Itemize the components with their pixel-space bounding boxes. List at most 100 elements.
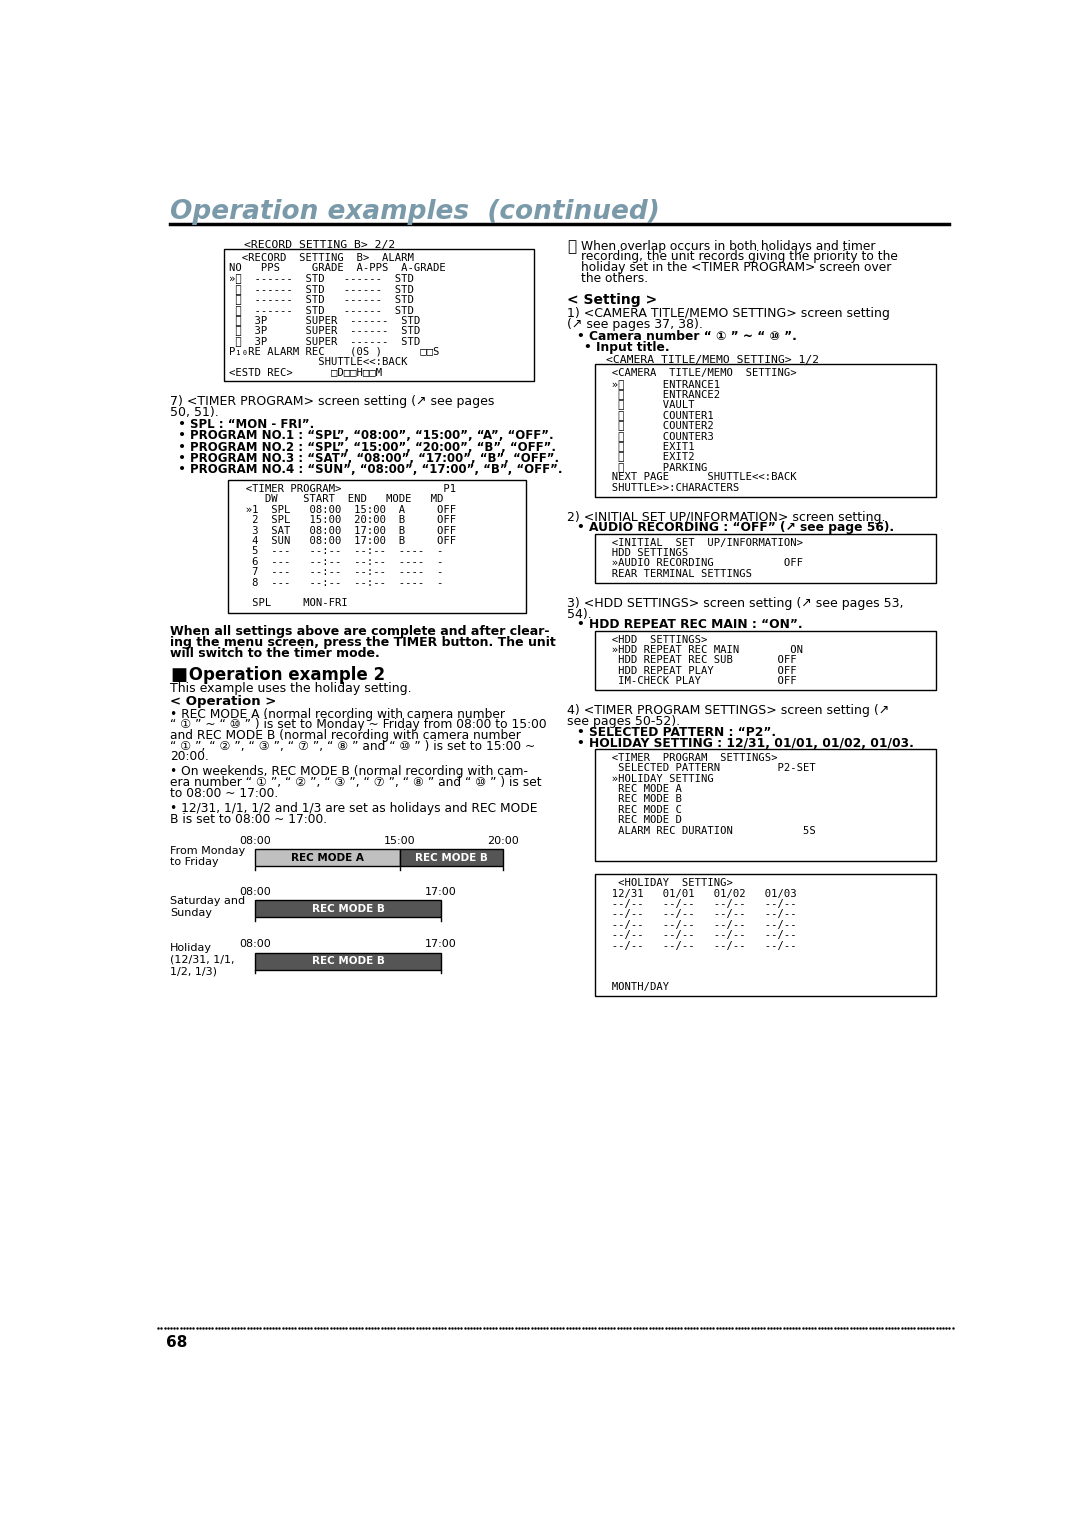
Text: When overlap occurs in both holidays and timer: When overlap occurs in both holidays and… — [581, 240, 876, 252]
Text: <HDD  SETTINGS>: <HDD SETTINGS> — [599, 634, 707, 645]
Text: REC MODE A: REC MODE A — [291, 853, 364, 863]
Text: ④  3P      SUPER  ------  STD: ④ 3P SUPER ------ STD — [229, 315, 420, 325]
Text: ③      VAULT: ③ VAULT — [599, 399, 694, 410]
Text: NO   PPS     GRADE  A-PPS  A-GRADE: NO PPS GRADE A-PPS A-GRADE — [229, 263, 446, 274]
Text: »AUDIO RECORDING           OFF: »AUDIO RECORDING OFF — [599, 558, 804, 568]
Text: SHUTTLE>>:CHARACTERS: SHUTTLE>>:CHARACTERS — [599, 483, 740, 492]
Text: • Input title.: • Input title. — [584, 341, 670, 354]
Text: ①  ------  STD   ------  STD: ① ------ STD ------ STD — [229, 284, 414, 293]
Text: ⑤  3P      SUPER  ------  STD: ⑤ 3P SUPER ------ STD — [229, 325, 420, 336]
Text: REC MODE B: REC MODE B — [312, 903, 384, 914]
Text: • SELECTED PATTERN : “P2”.: • SELECTED PATTERN : “P2”. — [577, 726, 775, 740]
Bar — [255, 900, 441, 917]
Text: era number “ ① ”, “ ② ”, “ ③ ”, “ ⑦ ”, “ ⑧ ” and “ ⑩ ” ) is set: era number “ ① ”, “ ② ”, “ ③ ”, “ ⑦ ”, “… — [170, 776, 541, 788]
Text: “ ① ”, “ ② ”, “ ③ ”, “ ⑦ ”, “ ⑧ ” and “ ⑩ ” ) is set to 15:00 ~: “ ① ”, “ ② ”, “ ③ ”, “ ⑦ ”, “ ⑧ ” and “ … — [170, 740, 535, 753]
Text: 2  SPL   15:00  20:00  B     OFF: 2 SPL 15:00 20:00 B OFF — [232, 515, 456, 526]
Text: ④      COUNTER1: ④ COUNTER1 — [599, 410, 714, 420]
Text: REC MODE A: REC MODE A — [599, 784, 683, 795]
Bar — [595, 749, 935, 860]
Text: 20:00.: 20:00. — [170, 750, 208, 762]
Text: HDD SETTINGS: HDD SETTINGS — [599, 549, 688, 558]
Text: • On weekends, REC MODE B (normal recording with cam-: • On weekends, REC MODE B (normal record… — [170, 766, 528, 778]
Text: REAR TERMINAL SETTINGS: REAR TERMINAL SETTINGS — [599, 568, 753, 579]
Text: »HDD REPEAT REC MAIN        ON: »HDD REPEAT REC MAIN ON — [599, 645, 804, 656]
Text: ⑤      COUNTER2: ⑤ COUNTER2 — [599, 420, 714, 431]
Text: 17:00: 17:00 — [426, 888, 457, 897]
Text: <CAMERA  TITLE/MEMO  SETTING>: <CAMERA TITLE/MEMO SETTING> — [599, 368, 797, 377]
Text: to 08:00 ~ 17:00.: to 08:00 ~ 17:00. — [170, 787, 279, 799]
Bar — [595, 533, 935, 584]
Bar — [228, 480, 526, 613]
Text: 1) <CAMERA TITLE/MEMO SETTING> screen setting: 1) <CAMERA TITLE/MEMO SETTING> screen se… — [567, 307, 890, 321]
Text: see pages 50-52).: see pages 50-52). — [567, 715, 680, 727]
Text: <TIMER  PROGRAM  SETTINGS>: <TIMER PROGRAM SETTINGS> — [599, 753, 778, 762]
Text: • HDD REPEAT REC MAIN : “ON”.: • HDD REPEAT REC MAIN : “ON”. — [577, 619, 802, 631]
Text: • PROGRAM NO.2 : “SPL”, “15:00”, “20:00”, “B”, “OFF”.: • PROGRAM NO.2 : “SPL”, “15:00”, “20:00”… — [170, 440, 556, 454]
Text: --/--   --/--   --/--   --/--: --/-- --/-- --/-- --/-- — [599, 941, 797, 950]
Text: • Camera number “ ① ” ~ “ ⑩ ”.: • Camera number “ ① ” ~ “ ⑩ ”. — [577, 330, 797, 344]
Text: Operation examples  (continued): Operation examples (continued) — [170, 199, 660, 225]
Text: This example uses the holiday setting.: This example uses the holiday setting. — [170, 681, 411, 695]
Text: REC MODE B: REC MODE B — [415, 853, 488, 863]
Text: NEXT PAGE      SHUTTLE<<:BACK: NEXT PAGE SHUTTLE<<:BACK — [599, 472, 797, 483]
Text: 3  SAT   08:00  17:00  B     OFF: 3 SAT 08:00 17:00 B OFF — [232, 526, 456, 536]
Text: 4) <TIMER PROGRAM SETTINGS> screen setting (↗: 4) <TIMER PROGRAM SETTINGS> screen setti… — [567, 704, 890, 717]
Text: • HOLIDAY SETTING : 12/31, 01/01, 01/02, 01/03.: • HOLIDAY SETTING : 12/31, 01/01, 01/02,… — [577, 736, 914, 750]
Text: <ESTD REC>      □D□□H□□M: <ESTD REC> □D□□H□□M — [229, 367, 381, 377]
Text: <HOLIDAY  SETTING>: <HOLIDAY SETTING> — [599, 879, 733, 888]
Text: 12/31   01/01   01/02   01/03: 12/31 01/01 01/02 01/03 — [599, 889, 797, 898]
Text: From Monday
to Friday: From Monday to Friday — [170, 845, 245, 866]
Text: --/--   --/--   --/--   --/--: --/-- --/-- --/-- --/-- — [599, 898, 797, 909]
Text: • PROGRAM NO.4 : “SUN”, “08:00”, “17:00”, “B”, “OFF”.: • PROGRAM NO.4 : “SUN”, “08:00”, “17:00”… — [170, 463, 563, 475]
Text: holiday set in the <TIMER PROGRAM> screen over: holiday set in the <TIMER PROGRAM> scree… — [581, 261, 892, 274]
Text: When all settings above are complete and after clear-: When all settings above are complete and… — [170, 625, 550, 639]
Text: 50, 51).: 50, 51). — [170, 406, 218, 419]
Bar — [255, 952, 441, 970]
Text: 5  ---   --:--  --:--  ----  -: 5 --- --:-- --:-- ---- - — [232, 547, 443, 556]
Text: ■: ■ — [170, 666, 187, 685]
Text: MONTH/DAY: MONTH/DAY — [599, 983, 670, 992]
Text: ⑦      EXIT1: ⑦ EXIT1 — [599, 442, 694, 451]
Text: P₁₀RE ALARM REC    (0S )      □□S: P₁₀RE ALARM REC (0S ) □□S — [229, 347, 440, 356]
Text: • REC MODE A (normal recording with camera number: • REC MODE A (normal recording with came… — [170, 707, 504, 721]
Text: Saturday and
Sunday: Saturday and Sunday — [170, 897, 245, 918]
Text: ⑩      PARKING: ⑩ PARKING — [599, 461, 707, 472]
Text: <TIMER PROGRAM>                P1: <TIMER PROGRAM> P1 — [232, 484, 456, 494]
Bar — [225, 249, 535, 382]
Text: DW    START  END   MODE   MD: DW START END MODE MD — [232, 495, 443, 504]
Text: 68: 68 — [166, 1335, 187, 1351]
Text: <INITIAL  SET  UP/INFORMATION>: <INITIAL SET UP/INFORMATION> — [599, 538, 804, 547]
Text: 15:00: 15:00 — [384, 836, 416, 847]
Text: --/--   --/--   --/--   --/--: --/-- --/-- --/-- --/-- — [599, 909, 797, 920]
Bar — [595, 631, 935, 691]
Text: 6  ---   --:--  --:--  ----  -: 6 --- --:-- --:-- ---- - — [232, 556, 443, 567]
Text: • 12/31, 1/1, 1/2 and 1/3 are set as holidays and REC MODE: • 12/31, 1/1, 1/2 and 1/3 are set as hol… — [170, 802, 538, 814]
Text: »①      ENTRANCE1: »① ENTRANCE1 — [599, 379, 720, 388]
Text: <RECORD  SETTING  B>  ALARM: <RECORD SETTING B> ALARM — [229, 252, 414, 263]
Text: 4  SUN   08:00  17:00  B     OFF: 4 SUN 08:00 17:00 B OFF — [232, 536, 456, 545]
Text: --/--   --/--   --/--   --/--: --/-- --/-- --/-- --/-- — [599, 931, 797, 940]
Text: 3) <HDD SETTINGS> screen setting (↗ see pages 53,: 3) <HDD SETTINGS> screen setting (↗ see … — [567, 597, 904, 610]
Text: --/--   --/--   --/--   --/--: --/-- --/-- --/-- --/-- — [599, 920, 797, 931]
Text: • AUDIO RECORDING : “OFF” (↗ see page 56).: • AUDIO RECORDING : “OFF” (↗ see page 56… — [577, 521, 894, 535]
Text: 7) <TIMER PROGRAM> screen setting (↗ see pages: 7) <TIMER PROGRAM> screen setting (↗ see… — [170, 396, 495, 408]
Text: and REC MODE B (normal recording with camera number: and REC MODE B (normal recording with ca… — [170, 729, 521, 743]
Text: Holiday
(12/31, 1/1,
1/2, 1/3): Holiday (12/31, 1/1, 1/2, 1/3) — [170, 943, 234, 976]
Text: • PROGRAM NO.3 : “SAT”, “08:00”, “17:00”, “B”, “OFF”.: • PROGRAM NO.3 : “SAT”, “08:00”, “17:00”… — [170, 452, 559, 465]
Text: SELECTED PATTERN         P2-SET: SELECTED PATTERN P2-SET — [599, 762, 816, 773]
Text: ⑥      COUNTER3: ⑥ COUNTER3 — [599, 431, 714, 440]
Text: ③  ------  STD   ------  STD: ③ ------ STD ------ STD — [229, 304, 414, 315]
Text: ⑧      EXIT2: ⑧ EXIT2 — [599, 451, 694, 461]
Text: recording, the unit records giving the priority to the: recording, the unit records giving the p… — [581, 251, 899, 263]
Text: Operation example 2: Operation example 2 — [183, 666, 386, 685]
Text: “ ① ” ~ “ ⑩ ” ) is set to Monday ~ Friday from 08:00 to 15:00: “ ① ” ~ “ ⑩ ” ) is set to Monday ~ Frida… — [170, 718, 546, 732]
Text: < Setting >: < Setting > — [567, 293, 658, 307]
Text: ALARM REC DURATION           5S: ALARM REC DURATION 5S — [599, 825, 816, 836]
Text: 17:00: 17:00 — [426, 940, 457, 949]
Text: (↗ see pages 37, 38).: (↗ see pages 37, 38). — [567, 318, 703, 332]
Text: will switch to the timer mode.: will switch to the timer mode. — [170, 648, 380, 660]
Text: 08:00: 08:00 — [240, 836, 271, 847]
Text: the others.: the others. — [581, 272, 648, 284]
Text: IM-CHECK PLAY            OFF: IM-CHECK PLAY OFF — [599, 677, 797, 686]
Text: 7  ---   --:--  --:--  ----  -: 7 --- --:-- --:-- ---- - — [232, 567, 443, 578]
